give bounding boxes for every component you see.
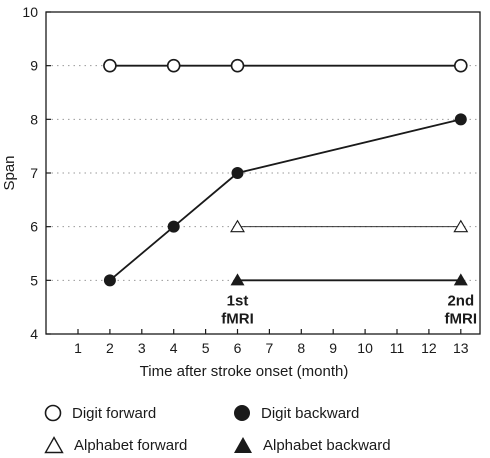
x-tick-label: 13 [453,340,469,356]
y-tick-label: 5 [30,272,38,288]
data-point-digit-forward-2 [230,58,245,73]
data-point-digit-backward-2 [231,167,244,179]
x-tick-label: 11 [390,340,405,356]
y-tick-label: 6 [30,219,38,235]
y-axis-label: Span [1,155,18,190]
legend-item-alphabet-backward: Alphabet backward [233,436,391,454]
series-group [103,58,469,287]
y-tick-label: 4 [30,326,38,342]
x-tick-label: 1 [74,340,82,356]
data-point-digit-forward-0 [103,58,117,73]
legend-item-alphabet-forward: Alphabet forward [44,436,187,454]
open-triangle-icon [44,436,64,454]
data-point-digit-backward-3 [454,113,467,126]
data-point-alphabet-backward-1 [453,273,468,286]
x-tick-label: 5 [202,340,210,356]
x-axis-label: Time after stroke onset (month) [140,363,349,380]
y-tick-label: 8 [30,111,38,127]
x-tick-label: 6 [234,340,242,356]
x-tick-label: 7 [266,340,274,356]
data-point-alphabet-forward-0 [230,219,245,233]
x-tick-label: 4 [170,340,178,356]
data-point-alphabet-backward-0 [230,273,245,286]
legend-label: Digit forward [72,404,157,422]
data-point-digit-forward-3 [453,58,468,73]
x-tick-label: 10 [357,340,373,356]
annotation-label: fMRI [221,310,254,327]
legend-label: Digit backward [261,404,360,422]
annotation-label: fMRI [445,310,478,327]
legend-label: Alphabet forward [74,436,188,454]
x-tick-label: 2 [106,340,114,356]
data-point-digit-backward-0 [103,274,116,287]
x-tick-label: 8 [297,340,305,356]
x-tick-label: 3 [138,340,146,356]
legend-item-digit-forward: Digit forward [44,404,156,422]
data-point-digit-forward-1 [166,58,181,73]
y-tick-label: 7 [30,165,38,181]
series-line-digit-backward [109,118,462,282]
data-point-digit-backward-1 [167,220,180,233]
filled-triangle-icon [234,437,252,453]
y-tick-label: 10 [22,4,38,20]
x-tick-label: 12 [421,340,437,356]
y-tick-label: 9 [30,58,38,74]
annotation-label: 2nd [447,292,474,309]
grid-lines [46,65,480,281]
legend-label: Alphabet backward [263,436,391,454]
open-circle-icon [44,404,62,422]
annotation-label: 1st [227,292,249,309]
data-point-alphabet-forward-1 [453,219,469,233]
x-tick-label: 9 [329,340,337,356]
legend-item-digit-backward: Digit backward [233,404,359,422]
filled-circle-icon [234,405,250,421]
